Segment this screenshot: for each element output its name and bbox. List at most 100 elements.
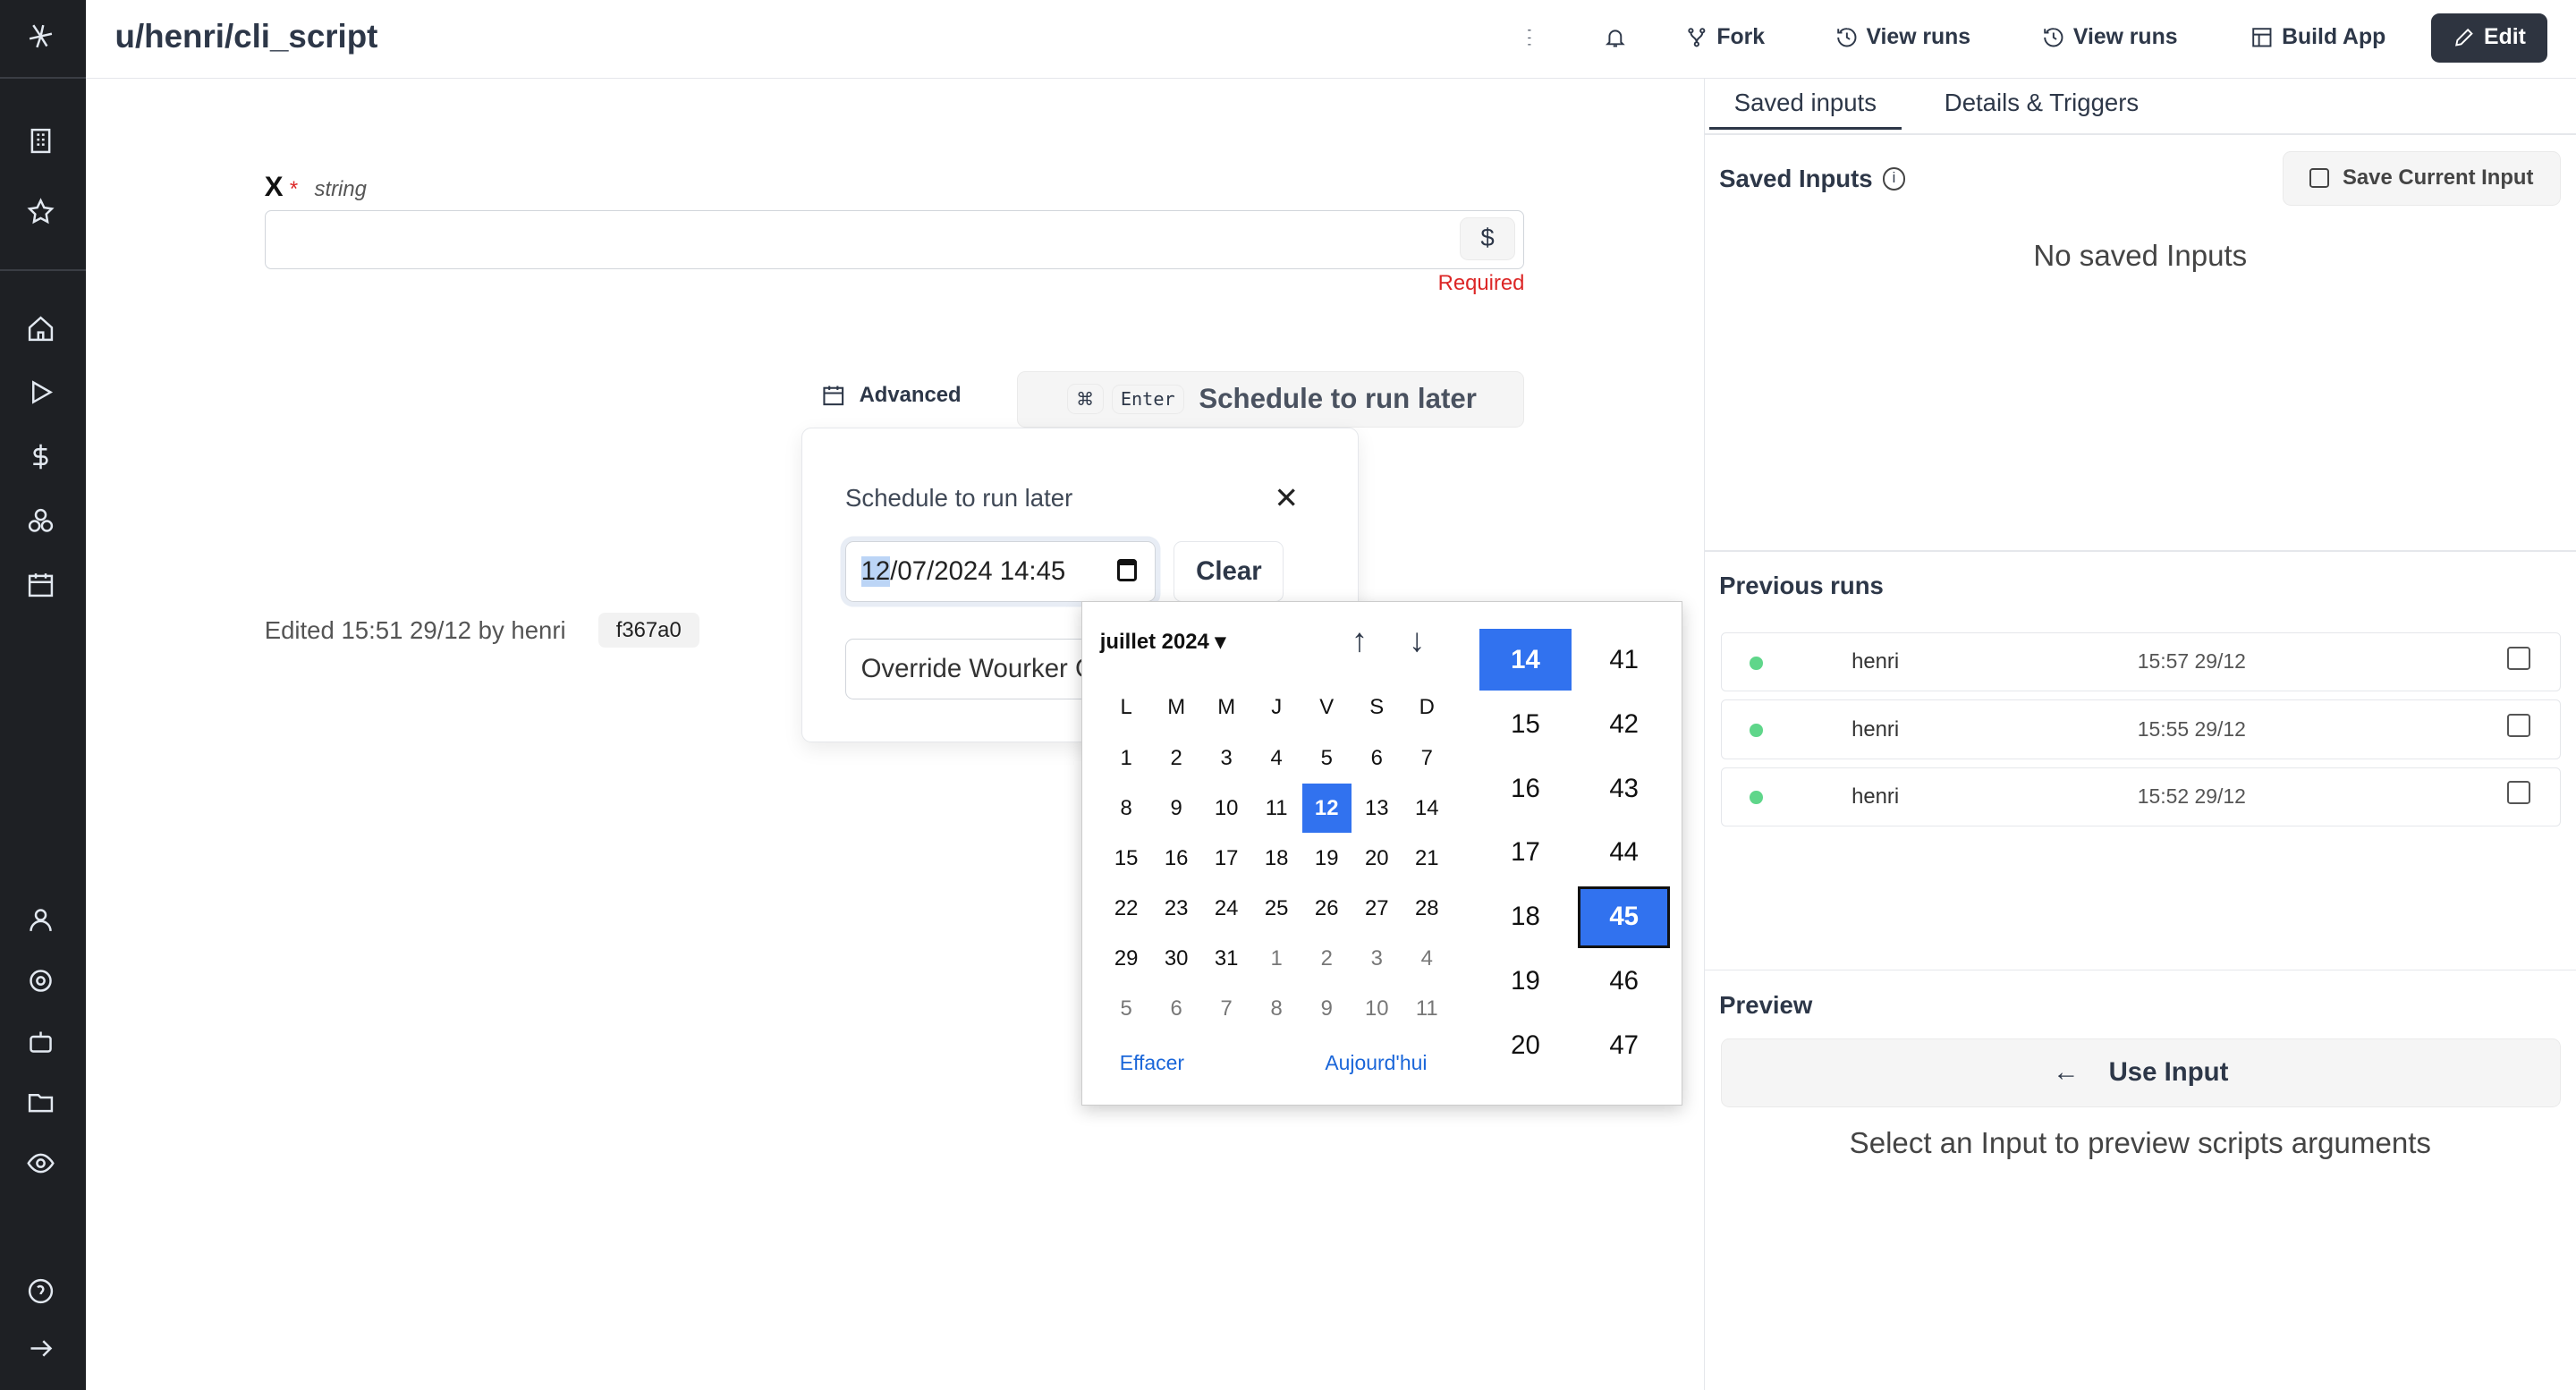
- day-cell[interactable]: 13: [1364, 795, 1389, 820]
- day-cell[interactable]: 26: [1314, 895, 1339, 920]
- day-cell[interactable]: 1: [1270, 945, 1283, 970]
- dollar-icon[interactable]: [26, 442, 59, 475]
- hour-option[interactable]: 17: [1511, 837, 1540, 868]
- day-cell[interactable]: 21: [1414, 845, 1439, 870]
- run-row[interactable]: henri 15:57 29/12: [1721, 632, 2561, 692]
- effacer-button[interactable]: Effacer: [1119, 1050, 1185, 1074]
- day-cell[interactable]: 25: [1264, 895, 1289, 920]
- day-cell[interactable]: 2: [1320, 945, 1333, 970]
- day-cell[interactable]: 4: [1270, 745, 1283, 770]
- day-cell[interactable]: 7: [1420, 745, 1433, 770]
- minute-option[interactable]: 47: [1609, 1030, 1639, 1061]
- user-icon[interactable]: [26, 905, 59, 938]
- minute-option[interactable]: 41: [1609, 644, 1639, 674]
- building-icon[interactable]: [26, 126, 59, 159]
- tab-details-triggers[interactable]: Details & Triggers: [1944, 89, 2140, 117]
- help-icon[interactable]: [26, 1276, 59, 1309]
- folder-icon[interactable]: [26, 1088, 59, 1121]
- windmill-logo-icon[interactable]: [26, 21, 59, 55]
- view-runs-button[interactable]: View runs: [1835, 13, 1970, 63]
- external-link-icon[interactable]: [2506, 714, 2530, 737]
- save-current-input-button[interactable]: Save Current Input: [2283, 150, 2561, 206]
- day-cell[interactable]: 6: [1370, 745, 1383, 770]
- hour-option[interactable]: 15: [1511, 708, 1540, 739]
- calendar-picker-icon[interactable]: [1116, 558, 1137, 582]
- clear-button[interactable]: Clear: [1174, 541, 1284, 603]
- resources-icon[interactable]: [26, 506, 59, 539]
- day-selected[interactable]: 12: [1301, 784, 1352, 834]
- dollar-button[interactable]: $: [1459, 217, 1516, 261]
- arrow-up-icon[interactable]: ↑: [1351, 622, 1368, 659]
- expand-arrow-icon[interactable]: [26, 1334, 59, 1367]
- star-icon[interactable]: [26, 197, 59, 230]
- play-icon[interactable]: [26, 377, 59, 411]
- hour-option[interactable]: 14: [1479, 628, 1572, 691]
- day-cell[interactable]: 6: [1170, 996, 1182, 1021]
- fork-button[interactable]: Fork: [1685, 13, 1765, 63]
- minute-option[interactable]: 46: [1609, 966, 1639, 996]
- day-cell[interactable]: 17: [1214, 845, 1239, 870]
- day-cell[interactable]: 5: [1120, 996, 1132, 1021]
- day-cell[interactable]: 16: [1164, 845, 1189, 870]
- close-icon[interactable]: ✕: [1274, 482, 1300, 516]
- day-cell[interactable]: 11: [1415, 996, 1438, 1021]
- hour-option[interactable]: 20: [1511, 1030, 1540, 1061]
- day-cell[interactable]: 27: [1364, 895, 1389, 920]
- minute-option[interactable]: 43: [1609, 773, 1639, 803]
- schedule-button[interactable]: ⌘ Enter Schedule to run later: [1016, 371, 1525, 428]
- day-cell[interactable]: 3: [1220, 745, 1233, 770]
- home-icon[interactable]: [26, 314, 59, 347]
- day-cell[interactable]: 1: [1120, 745, 1132, 770]
- use-input-button[interactable]: ← Use Input: [1721, 1038, 2561, 1107]
- hour-option[interactable]: 16: [1511, 773, 1540, 803]
- day-cell[interactable]: 29: [1114, 945, 1139, 970]
- minute-option[interactable]: 44: [1609, 837, 1639, 868]
- day-cell[interactable]: 11: [1265, 795, 1288, 820]
- day-cell[interactable]: 23: [1164, 895, 1189, 920]
- minute-option[interactable]: 42: [1609, 708, 1639, 739]
- hour-option[interactable]: 19: [1511, 966, 1540, 996]
- bot-icon[interactable]: [26, 1027, 59, 1060]
- run-row[interactable]: henri 15:52 29/12: [1721, 767, 2561, 826]
- day-cell[interactable]: 3: [1370, 945, 1383, 970]
- day-cell[interactable]: 14: [1414, 795, 1439, 820]
- day-cell[interactable]: 5: [1320, 745, 1333, 770]
- external-link-icon[interactable]: [2506, 781, 2530, 805]
- day-cell[interactable]: 9: [1320, 996, 1333, 1021]
- more-menu-icon[interactable]: [1518, 13, 1541, 63]
- day-cell[interactable]: 18: [1264, 845, 1289, 870]
- day-cell[interactable]: 10: [1364, 996, 1389, 1021]
- edit-button[interactable]: Edit: [2431, 13, 2547, 63]
- calendar-icon[interactable]: [26, 570, 59, 603]
- view-runs-button-2[interactable]: View runs: [2042, 13, 2178, 63]
- day-cell[interactable]: 2: [1170, 745, 1182, 770]
- day-cell[interactable]: 9: [1170, 795, 1182, 820]
- minute-option[interactable]: 45: [1578, 886, 1671, 949]
- day-cell[interactable]: 4: [1420, 945, 1433, 970]
- day-cell[interactable]: 30: [1164, 945, 1189, 970]
- run-row[interactable]: henri 15:55 29/12: [1721, 699, 2561, 759]
- day-cell[interactable]: 20: [1364, 845, 1389, 870]
- day-cell[interactable]: 8: [1270, 996, 1283, 1021]
- tab-saved-inputs[interactable]: Saved inputs: [1709, 89, 1902, 131]
- day-cell[interactable]: 24: [1214, 895, 1239, 920]
- advanced-button[interactable]: Advanced: [821, 383, 962, 408]
- day-cell[interactable]: 31: [1214, 945, 1239, 970]
- day-cell[interactable]: 28: [1414, 895, 1439, 920]
- settings-icon[interactable]: [26, 966, 59, 999]
- build-app-button[interactable]: Build App: [2250, 13, 2385, 63]
- eye-icon[interactable]: [26, 1148, 59, 1182]
- hour-option[interactable]: 18: [1511, 902, 1540, 932]
- bell-icon[interactable]: [1604, 13, 1627, 63]
- today-button[interactable]: Aujourd'hui: [1325, 1050, 1428, 1074]
- day-cell[interactable]: 15: [1114, 845, 1139, 870]
- datetime-input[interactable]: 12/07/2024 14:45: [845, 541, 1157, 603]
- month-select[interactable]: juillet 2024 ▾: [1099, 629, 1226, 654]
- x-input[interactable]: $: [264, 210, 1525, 270]
- arrow-down-icon[interactable]: ↓: [1409, 622, 1426, 659]
- day-cell[interactable]: 10: [1214, 795, 1239, 820]
- day-cell[interactable]: 22: [1114, 895, 1139, 920]
- external-link-icon[interactable]: [2506, 646, 2530, 670]
- day-cell[interactable]: 19: [1314, 845, 1339, 870]
- day-cell[interactable]: 7: [1220, 996, 1233, 1021]
